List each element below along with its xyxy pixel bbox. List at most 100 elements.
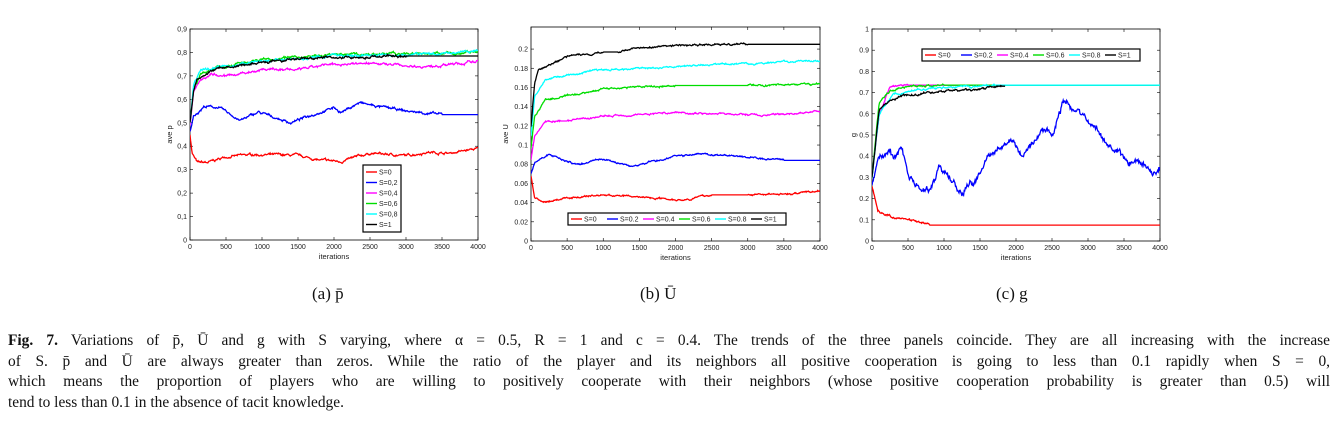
- legend-label: S=0,2: [379, 180, 398, 187]
- y-tick-label: 0.14: [514, 104, 528, 111]
- legend-label: S=1: [764, 217, 777, 224]
- series-line-s-0: [190, 134, 478, 165]
- y-tick-label: 0,9: [177, 27, 187, 34]
- legend: S=0 S=0,2 S=0,4 S=0,6 S=0,8 S=1: [362, 164, 402, 233]
- x-tick-label: 2500: [1044, 245, 1060, 252]
- x-tick-label: 1000: [936, 245, 952, 252]
- y-tick-label: 0.02: [514, 219, 528, 226]
- y-tick-label: 0.16: [514, 85, 528, 92]
- y-tick-label: 0.1: [859, 217, 869, 224]
- plot-area: [189, 28, 479, 241]
- series-line-s-0-2: [531, 152, 820, 174]
- legend: S=0 S=0.2 S=0.4 S=0.6 S=0.8 S=1: [567, 212, 787, 226]
- subcaption-b: (b) Ū: [640, 284, 677, 303]
- x-tick-label: 0: [529, 245, 533, 252]
- y-tick-label: 1: [865, 27, 869, 34]
- x-tick-label: 3000: [398, 244, 414, 251]
- series-line-s-0-2: [190, 101, 478, 132]
- y-tick-label: 0,5: [177, 120, 187, 127]
- y-tick-label: 0.12: [514, 123, 528, 130]
- series-line-s-0-4: [190, 59, 478, 126]
- legend-label: S=1: [379, 222, 392, 229]
- x-tick-label: 2500: [362, 244, 378, 251]
- caption-line-4: tend to less than 0.1 in the absence of …: [8, 393, 344, 411]
- series-line-s-0-4: [531, 109, 820, 161]
- series-line-s-0-6: [531, 82, 820, 149]
- caption-line-3: which means the proportion of players wh…: [8, 373, 1330, 390]
- legend-label: S=0.4: [1010, 53, 1029, 60]
- legend-label: S=0,4: [379, 191, 398, 198]
- y-tick-label: 0,3: [177, 167, 187, 174]
- legend-label: S=0,6: [379, 201, 398, 208]
- x-tick-label: 500: [902, 245, 914, 252]
- y-tick-label: 0.8: [859, 69, 869, 76]
- y-tick-label: 0: [524, 239, 528, 246]
- series-line-s-0-8: [531, 59, 820, 136]
- x-tick-label: 3000: [1080, 245, 1096, 252]
- legend-label: S=1: [1118, 53, 1131, 60]
- legend: S=0 S=0.2 S=0.4 S=0.6 S=0.8 S=1: [921, 48, 1141, 62]
- y-tick-label: 0,1: [177, 214, 187, 221]
- series-line-s-0-2: [872, 97, 1160, 198]
- figure-label: Fig. 7.: [8, 332, 58, 349]
- series-line-s-0: [872, 186, 1160, 226]
- y-tick-label: 0.04: [514, 200, 528, 207]
- series-line-s-0: [531, 175, 820, 204]
- legend-label: S=0: [379, 170, 392, 177]
- y-tick-label: 0,8: [177, 50, 187, 57]
- x-tick-label: 4000: [812, 245, 828, 252]
- y-tick-label: 0.4: [859, 154, 869, 161]
- x-tick-label: 1000: [254, 244, 270, 251]
- caption-line-1: Fig. 7. Variations of p̄, Ū and g with S…: [8, 331, 1330, 352]
- y-tick-label: 0.9: [859, 48, 869, 55]
- caption-line-2: of S. p̄ and Ū are always greater than z…: [8, 352, 1330, 370]
- y-tick-label: 0.2: [518, 47, 528, 54]
- y-tick-label: 0: [865, 239, 869, 246]
- y-axis-label: g: [849, 133, 858, 137]
- x-tick-label: 1000: [595, 245, 611, 252]
- subcaption-c: (c) g: [996, 284, 1028, 303]
- x-tick-label: 3500: [1116, 245, 1132, 252]
- x-tick-label: 3500: [776, 245, 792, 252]
- legend-label: S=0.2: [620, 217, 639, 224]
- legend-label: S=0.4: [656, 217, 675, 224]
- legend-label: S=0: [584, 217, 597, 224]
- panel-c: 0 500 1000 1500 2000 2500 3000 3500 4000 0 0.1 0.2 0…: [849, 27, 1168, 263]
- panel-b: 0 500 1000 1500 2000 2500 3000 3500 4000 0 0.02 0.0…: [501, 26, 828, 262]
- legend-label: S=0: [938, 53, 951, 60]
- x-axis-label: iterations: [319, 252, 350, 261]
- x-tick-label: 2000: [668, 245, 684, 252]
- legend-label: S=0.8: [728, 217, 747, 224]
- legend-label: S=0.2: [974, 53, 993, 60]
- y-tick-label: 0.08: [514, 162, 528, 169]
- x-tick-label: 4000: [1152, 245, 1168, 252]
- y-axis-label: ave U: [501, 124, 510, 144]
- legend-label: S=0.6: [1046, 53, 1065, 60]
- y-tick-label: 0.5: [859, 133, 869, 140]
- y-tick-label: 0.7: [859, 90, 869, 97]
- subcaption-a: (a) p̄: [312, 284, 344, 303]
- x-axis-label: iterations: [660, 253, 691, 262]
- y-axis-label: ave p: [165, 125, 174, 143]
- x-tick-label: 2000: [1008, 245, 1024, 252]
- x-axis-label: iterations: [1001, 253, 1032, 262]
- y-tick-label: 0.6: [859, 111, 869, 118]
- x-tick-label: 2500: [704, 245, 720, 252]
- x-tick-label: 3500: [434, 244, 450, 251]
- plot-area: [530, 26, 821, 242]
- y-tick-label: 0.18: [514, 66, 528, 73]
- y-tick-label: 0,7: [177, 73, 187, 80]
- x-tick-label: 4000: [470, 244, 486, 251]
- series-line-s-1: [531, 42, 820, 127]
- y-tick-label: 0.1: [518, 143, 528, 150]
- plot-area: [871, 28, 1161, 242]
- series-line-s-1: [190, 53, 478, 123]
- series-line-s-0-8: [872, 83, 1160, 178]
- x-tick-label: 500: [220, 244, 232, 251]
- panel-a: 0 500 1000 1500 2000 2500 3000 3500 4000 0 0,1 0,2 0…: [165, 27, 486, 262]
- x-tick-label: 0: [188, 244, 192, 251]
- series-line-s-1: [872, 84, 1006, 178]
- y-tick-label: 0,6: [177, 97, 187, 104]
- x-tick-label: 0: [870, 245, 874, 252]
- legend-label: S=0.6: [692, 217, 711, 224]
